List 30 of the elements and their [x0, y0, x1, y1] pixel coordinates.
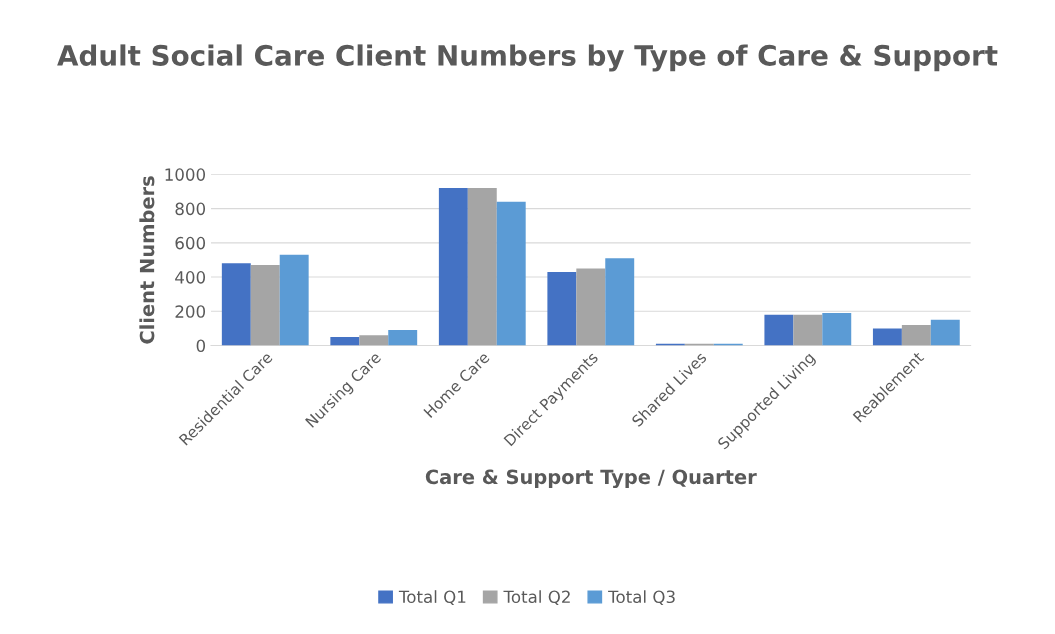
x-axis-title: Care & Support Type / Quarter [425, 469, 757, 489]
y-tick-label: 200 [175, 305, 206, 318]
y-tick-label: 0 [196, 339, 206, 353]
bar [330, 336, 360, 346]
legend-label: Total Q1 [398, 590, 466, 605]
bar [496, 201, 526, 346]
bar [576, 268, 606, 346]
bar [793, 314, 823, 346]
bar [467, 188, 497, 346]
bar [822, 313, 852, 346]
y-tick-label: 400 [175, 271, 206, 284]
bar [388, 330, 418, 346]
y-tick-label: 1000 [165, 168, 206, 181]
bar [279, 254, 309, 346]
bar [930, 319, 960, 346]
bar [547, 271, 577, 346]
bar [250, 265, 280, 346]
y-axis-title: Client Numbers [139, 176, 155, 344]
bar [901, 324, 931, 346]
bar [438, 188, 468, 346]
bar [764, 314, 794, 346]
bar [872, 328, 902, 346]
y-tick-label: 800 [175, 202, 206, 216]
legend-label: Total Q2 [503, 590, 570, 605]
chart-title: Adult Social Care Client Numbers by Type of Care & Support [57, 44, 998, 72]
bar [605, 258, 635, 346]
legend-label: Total Q3 [608, 590, 675, 605]
bar [221, 263, 251, 346]
bar [359, 335, 389, 346]
y-tick-label: 600 [175, 236, 206, 250]
